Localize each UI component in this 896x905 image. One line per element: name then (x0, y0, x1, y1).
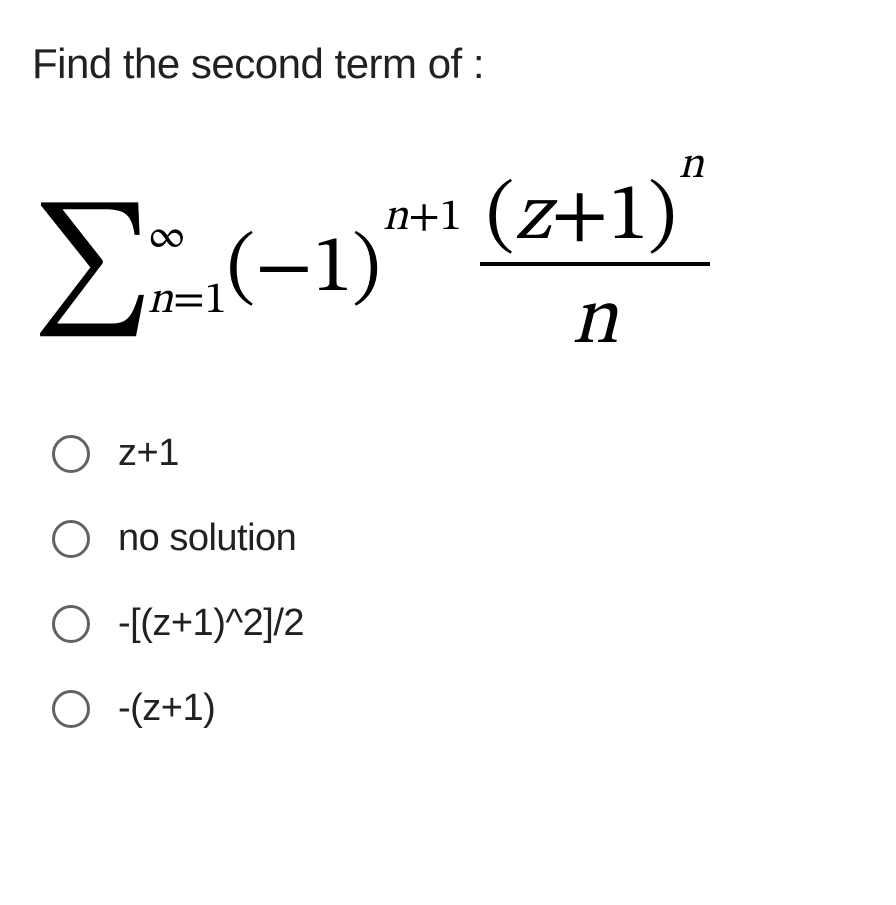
exponent-nplus1: n+1 (383, 196, 462, 240)
radio-icon (52, 690, 90, 728)
option-3[interactable]: -[(z+1)^2]/2 (52, 602, 864, 645)
options-group: z+1 no solution -[(z+1)^2]/2 -(z+1) (32, 432, 864, 730)
radio-icon (52, 435, 90, 473)
option-label: z+1 (118, 432, 179, 475)
sigma-upper: ∞ (148, 216, 227, 258)
option-4[interactable]: -(z+1) (52, 687, 864, 730)
denominator: n (572, 266, 618, 362)
option-label: -[(z+1)^2]/2 (118, 602, 304, 645)
series-formula: ∑ ∞ n=1 (−1) n+1 (z+1) n n (32, 178, 864, 362)
option-label: no solution (118, 517, 296, 560)
fraction: (z+1) n n (480, 178, 710, 362)
option-label: -(z+1) (118, 687, 215, 730)
sigma-lower: n=1 (148, 278, 227, 324)
radio-icon (52, 605, 90, 643)
sigma-symbol: ∑ (32, 225, 154, 316)
option-1[interactable]: z+1 (52, 432, 864, 475)
radio-icon (52, 520, 90, 558)
question-text: Find the second term of : (32, 40, 864, 88)
option-2[interactable]: no solution (52, 517, 864, 560)
exponent-n: n (679, 144, 704, 188)
